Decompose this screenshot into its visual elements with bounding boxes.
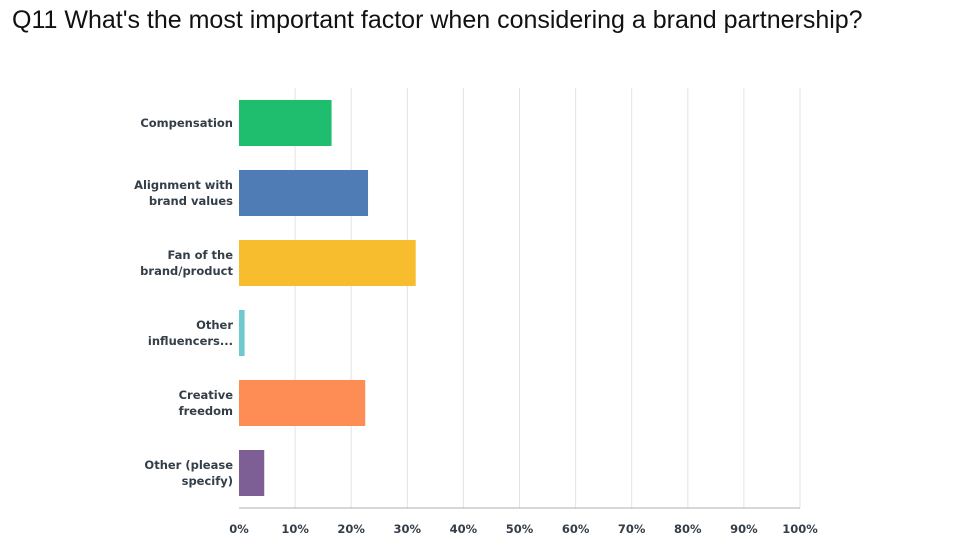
bar	[239, 240, 416, 286]
category-label: influencers...	[148, 334, 233, 348]
category-label: Other	[196, 318, 233, 332]
gridlines	[294, 88, 801, 508]
category-label: Fan of the	[167, 248, 233, 262]
bar	[239, 170, 369, 216]
x-tick-label: 10%	[281, 522, 309, 536]
bar	[239, 450, 265, 496]
chart-title: Q11 What's the most important factor whe…	[12, 6, 863, 34]
x-tick-label: 100%	[782, 522, 818, 536]
category-label: freedom	[179, 404, 233, 418]
category-label: Other (please	[144, 458, 233, 472]
bar	[239, 380, 366, 426]
x-tick-label: 50%	[506, 522, 534, 536]
x-tick-labels: 0% 10% 20% 30% 40% 50% 60% 70% 80% 90% 100%	[229, 522, 818, 536]
category-label: Alignment with	[134, 178, 233, 192]
category-label: specify)	[182, 474, 233, 488]
x-tick-label: 70%	[618, 522, 646, 536]
bars	[239, 100, 416, 496]
x-tick-label: 40%	[450, 522, 478, 536]
x-tick-label: 30%	[394, 522, 422, 536]
x-tick-label: 60%	[562, 522, 590, 536]
category-label: brand/product	[140, 264, 233, 278]
x-tick-label: 20%	[337, 522, 365, 536]
category-label: Creative	[179, 388, 234, 402]
x-tick-label: 90%	[730, 522, 758, 536]
bar	[239, 100, 332, 146]
x-tick-label: 0%	[229, 522, 249, 536]
category-label: Compensation	[140, 116, 233, 130]
x-tick-label: 80%	[674, 522, 702, 536]
bar	[239, 310, 245, 356]
category-label: brand values	[149, 194, 233, 208]
category-labels: Compensation Alignment with brand values Fa…	[134, 116, 233, 488]
